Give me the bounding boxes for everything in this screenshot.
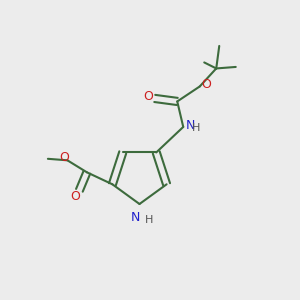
Text: O: O [59, 151, 69, 164]
Text: O: O [201, 78, 211, 92]
Text: H: H [192, 123, 200, 134]
Text: N: N [130, 211, 140, 224]
Text: O: O [143, 90, 153, 104]
Text: H: H [145, 214, 153, 225]
Text: O: O [70, 190, 80, 203]
Text: N: N [186, 119, 195, 132]
